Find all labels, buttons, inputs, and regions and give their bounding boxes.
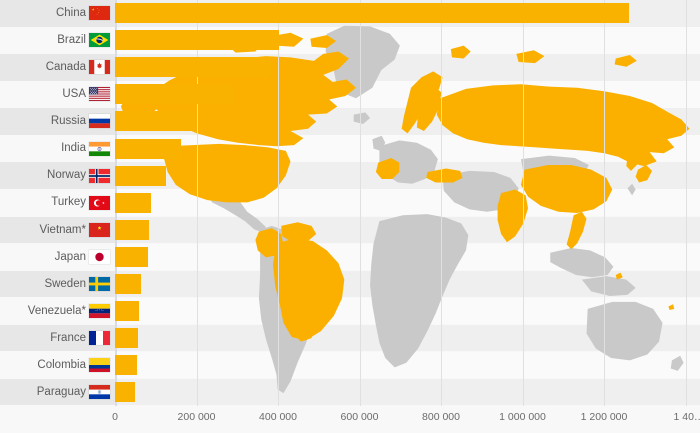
chart-row[interactable]: USA xyxy=(0,81,700,108)
bar-japan[interactable] xyxy=(115,246,148,267)
flag-norway-icon xyxy=(89,168,110,183)
gridline xyxy=(604,0,605,406)
flag-usa-icon xyxy=(89,87,110,102)
x-axis-tick-label: 1 000 000 xyxy=(499,411,546,423)
gridline xyxy=(196,0,198,406)
flag-china-icon xyxy=(89,6,110,21)
bar-norway[interactable] xyxy=(115,165,166,186)
flag-canada-icon xyxy=(89,60,110,75)
row-label-france: France xyxy=(50,331,86,344)
chart-row[interactable]: Colombia xyxy=(0,352,700,379)
bar-brazil[interactable] xyxy=(115,30,279,51)
flag-france-icon xyxy=(89,330,110,345)
chart-row[interactable]: Japan xyxy=(0,244,700,271)
row-label-brazil: Brazil xyxy=(57,34,86,47)
bar-paraguay[interactable] xyxy=(115,382,135,403)
chart-rows: China Brazil Canada USA Russia India Norway Tur… xyxy=(0,0,700,406)
row-label-norway: Norway xyxy=(47,169,86,182)
x-axis-tick-label: 0 xyxy=(112,411,118,423)
chart-row[interactable]: China xyxy=(0,0,700,27)
bar-india[interactable] xyxy=(115,138,181,159)
bar-colombia[interactable] xyxy=(115,355,137,376)
gridline xyxy=(359,0,361,406)
bar-venezuela[interactable] xyxy=(115,300,140,321)
x-axis-tick-label: 200 000 xyxy=(177,411,216,423)
x-axis-tick-label: 1 200 000 xyxy=(580,411,628,423)
row-band-plot-area xyxy=(115,378,700,406)
flag-paraguay-icon xyxy=(89,385,110,400)
x-axis: 0 200 000 400 000 600 000 800 000 1 000 000 1 … xyxy=(0,406,700,433)
chart-row[interactable]: Norway xyxy=(0,162,700,189)
chart-row[interactable]: Vietnam* xyxy=(0,217,700,244)
flag-brazil-icon xyxy=(89,33,110,48)
row-label-sweden: Sweden xyxy=(44,277,86,290)
row-label-china: China xyxy=(55,7,86,19)
chart-row[interactable]: Venezuela* xyxy=(0,298,700,325)
flag-japan-icon xyxy=(89,249,110,264)
x-axis-tick-label: 1 40… xyxy=(673,411,700,423)
chart-row[interactable]: Sweden xyxy=(0,271,700,298)
flag-venezuela-icon xyxy=(89,303,110,318)
chart-row[interactable]: Paraguay xyxy=(0,379,700,406)
x-axis-tick-label: 800 000 xyxy=(422,411,460,423)
flag-colombia-icon xyxy=(89,358,110,373)
flag-sweden-icon xyxy=(89,276,110,291)
row-label-russia: Russia xyxy=(50,115,86,128)
bar-turkey[interactable] xyxy=(115,192,151,213)
x-axis-tick-label: 400 000 xyxy=(259,411,297,423)
row-label-colombia: Colombia xyxy=(37,358,86,371)
row-label-venezuela: Venezuela* xyxy=(27,304,86,317)
bar-vietnam[interactable] xyxy=(115,219,149,240)
flag-vietnam-icon xyxy=(89,222,110,237)
gridline xyxy=(685,0,687,406)
chart-row[interactable]: Turkey xyxy=(0,189,700,216)
row-label-japan: Japan xyxy=(54,250,86,263)
flag-russia-icon xyxy=(89,114,110,129)
row-label-turkey: Turkey xyxy=(51,196,86,209)
gridline xyxy=(441,0,442,406)
flag-india-icon xyxy=(89,141,110,156)
row-label-canada: Canada xyxy=(45,61,86,74)
bar-canada[interactable] xyxy=(115,57,272,78)
chart-row[interactable]: Russia xyxy=(0,108,700,135)
bar-france[interactable] xyxy=(115,327,138,348)
gridline xyxy=(278,0,279,406)
x-axis-tick-label: 600 000 xyxy=(340,411,379,423)
bar-usa[interactable] xyxy=(115,84,234,105)
chart-row[interactable]: India xyxy=(0,135,700,162)
flag-turkey-icon xyxy=(89,195,110,210)
gridline xyxy=(522,0,524,406)
row-label-paraguay: Paraguay xyxy=(36,385,86,398)
chart-row[interactable]: Brazil xyxy=(0,27,700,54)
row-label-vietnam: Vietnam* xyxy=(39,223,86,236)
bar-russia[interactable] xyxy=(115,111,195,132)
chart-row[interactable]: France xyxy=(0,325,700,352)
bar-china[interactable] xyxy=(115,3,629,24)
bar-sweden[interactable] xyxy=(115,273,142,294)
row-label-usa: USA xyxy=(62,88,86,101)
row-label-india: India xyxy=(61,142,86,155)
chart-row[interactable]: Canada xyxy=(0,54,700,81)
